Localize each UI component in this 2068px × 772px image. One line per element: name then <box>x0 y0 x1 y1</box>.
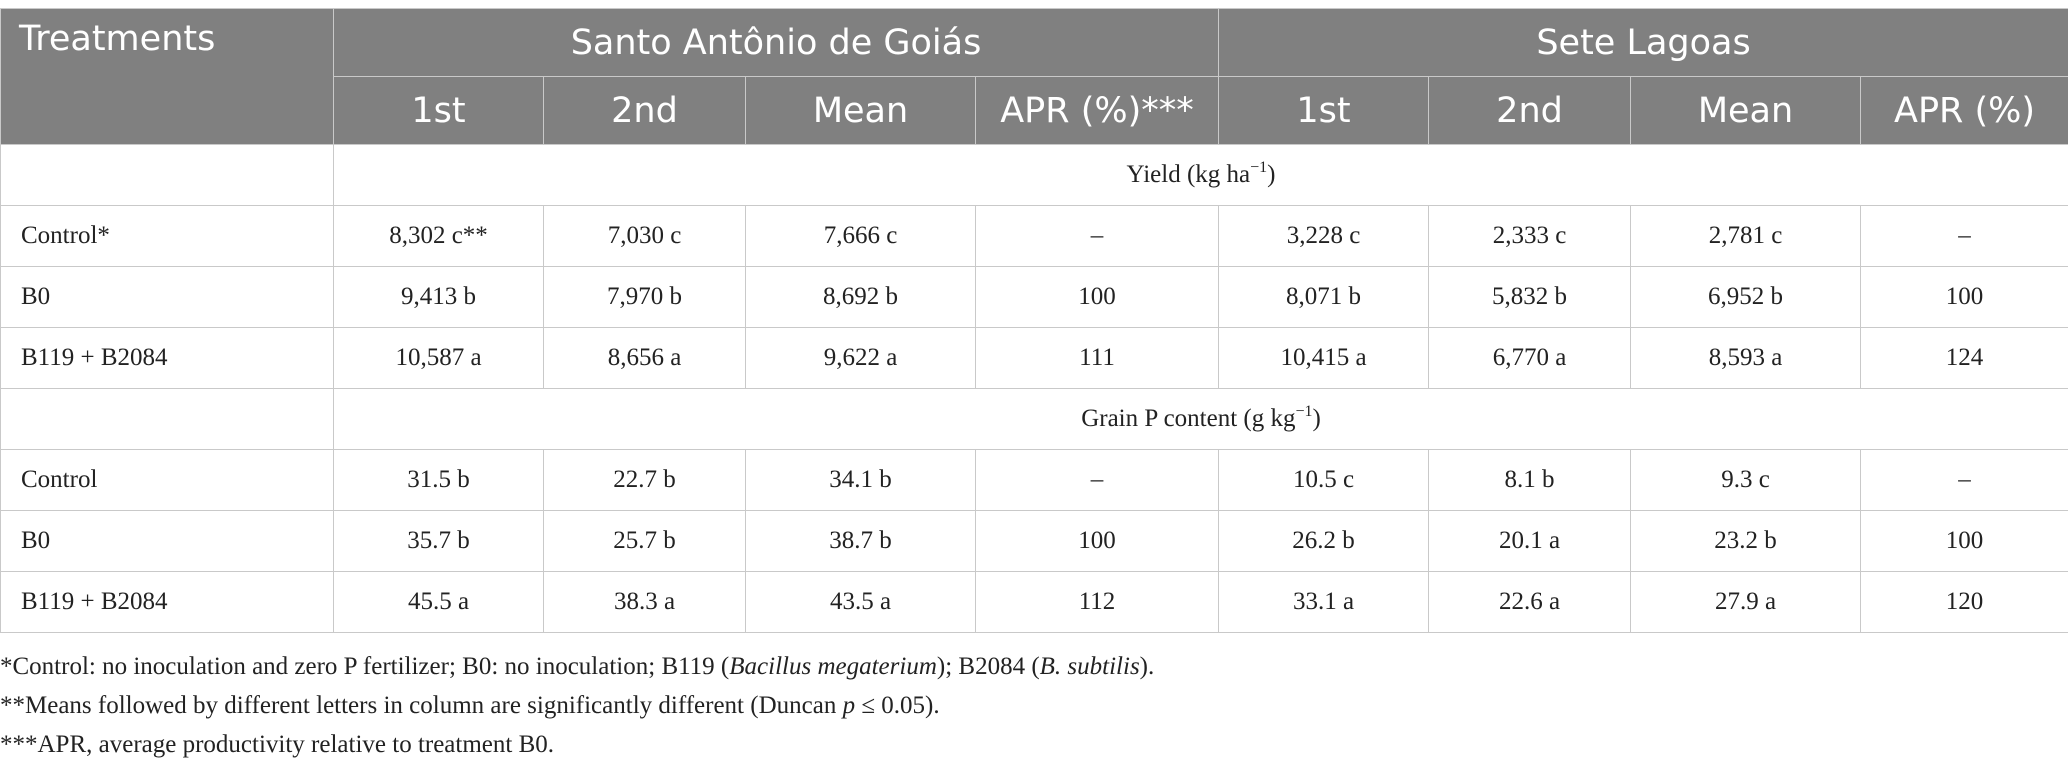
site-header-sete-lagoas: Sete Lagoas <box>1218 8 2068 77</box>
row-label: B119 + B2084 <box>0 327 334 389</box>
col-header: APR (%)*** <box>974 76 1220 145</box>
table-cell: 111 <box>974 327 1220 389</box>
table-cell: 9,622 a <box>745 327 976 389</box>
table-cell: 10,415 a <box>1218 327 1430 389</box>
table-row: Control 31.5 b 22.7 b 34.1 b – 10.5 c 8.… <box>0 449 2068 511</box>
row-label: Control* <box>0 205 334 267</box>
results-table: Treatments Santo Antônio de Goiás Sete L… <box>0 8 2068 633</box>
table-row: B0 35.7 b 25.7 b 38.7 b 100 26.2 b 20.1 … <box>0 510 2068 572</box>
table-cell: – <box>974 449 1220 511</box>
table-cell: 38.3 a <box>543 571 746 633</box>
table-cell: 124 <box>1860 327 2068 389</box>
table-cell: 22.7 b <box>543 449 746 511</box>
table-cell: – <box>1860 449 2068 511</box>
table-cell: – <box>974 205 1220 267</box>
col-header: Mean <box>745 76 976 145</box>
table-row: Control* 8,302 c** 7,030 c 7,666 c – 3,2… <box>0 205 2068 267</box>
table-cell: 10.5 c <box>1218 449 1430 511</box>
table-cell: 3,228 c <box>1218 205 1430 267</box>
table-cell: 2,781 c <box>1630 205 1862 267</box>
table-cell: 6,952 b <box>1630 266 1862 328</box>
results-table-wrapper: Treatments Santo Antônio de Goiás Sete L… <box>0 8 2068 633</box>
table-cell: 31.5 b <box>333 449 544 511</box>
section-label-yield: Yield (kg ha−1) <box>332 144 2068 206</box>
table-cell: 6,770 a <box>1428 327 1632 389</box>
row-label: B119 + B2084 <box>0 571 334 633</box>
table-cell: 2,333 c <box>1428 205 1632 267</box>
row-label: Control <box>0 449 334 511</box>
table-cell: 25.7 b <box>543 510 746 572</box>
table-cell: 43.5 a <box>745 571 976 633</box>
table-cell: 5,832 b <box>1428 266 1632 328</box>
table-cell: 9,413 b <box>333 266 544 328</box>
table-cell: 22.6 a <box>1428 571 1632 633</box>
footnote-2: **Means followed by different letters in… <box>0 692 940 719</box>
table-cell: 20.1 a <box>1428 510 1632 572</box>
table-cell: 45.5 a <box>333 571 544 633</box>
table-cell: 8,692 b <box>745 266 976 328</box>
table-cell: 23.2 b <box>1630 510 1862 572</box>
site-header-santo-antonio: Santo Antônio de Goiás <box>332 8 1220 77</box>
table-cell: 33.1 a <box>1218 571 1430 633</box>
table-cell: 120 <box>1860 571 2068 633</box>
table-cell: 100 <box>1860 510 2068 572</box>
col-header: 2nd <box>543 76 746 145</box>
table-cell: 7,666 c <box>745 205 976 267</box>
row-label: B0 <box>0 510 334 572</box>
section-label-grain-p: Grain P content (g kg−1) <box>332 388 2068 450</box>
treatments-header: Treatments <box>0 8 334 145</box>
table-cell: 8,593 a <box>1630 327 1862 389</box>
table-cell: 7,030 c <box>543 205 746 267</box>
section-row-yield: Yield (kg ha−1) <box>0 144 2068 206</box>
table-cell: 10,587 a <box>333 327 544 389</box>
col-header: 1st <box>1218 76 1430 145</box>
section-row-grain-p: Grain P content (g kg−1) <box>0 388 2068 450</box>
table-cell: 9.3 c <box>1630 449 1862 511</box>
table-cell: 100 <box>974 510 1220 572</box>
row-label: B0 <box>0 266 334 328</box>
col-header: APR (%) <box>1860 76 2068 145</box>
table-row: B119 + B2084 10,587 a 8,656 a 9,622 a 11… <box>0 327 2068 389</box>
col-header: Mean <box>1630 76 1862 145</box>
table-cell: 100 <box>974 266 1220 328</box>
table-cell: 8,656 a <box>543 327 746 389</box>
table-cell: 34.1 b <box>745 449 976 511</box>
table-cell: 35.7 b <box>333 510 544 572</box>
table-cell: 8,071 b <box>1218 266 1430 328</box>
table-cell: 27.9 a <box>1630 571 1862 633</box>
col-header: 1st <box>333 76 544 145</box>
table-cell: – <box>1860 205 2068 267</box>
table-cell: 26.2 b <box>1218 510 1430 572</box>
footnote-3: ***APR, average productivity relative to… <box>0 731 555 758</box>
col-header: 2nd <box>1428 76 1632 145</box>
table-row: B0 9,413 b 7,970 b 8,692 b 100 8,071 b 5… <box>0 266 2068 328</box>
table-row: B119 + B2084 45.5 a 38.3 a 43.5 a 112 33… <box>0 571 2068 633</box>
table-cell: 7,970 b <box>543 266 746 328</box>
footnote-1: *Control: no inoculation and zero P fert… <box>0 653 1155 680</box>
table-cell: 8,302 c** <box>333 205 544 267</box>
table-cell: 8.1 b <box>1428 449 1632 511</box>
table-cell: 112 <box>974 571 1220 633</box>
footnotes: *Control: no inoculation and zero P fert… <box>0 647 1154 764</box>
table-cell: 100 <box>1860 266 2068 328</box>
table-cell: 38.7 b <box>745 510 976 572</box>
